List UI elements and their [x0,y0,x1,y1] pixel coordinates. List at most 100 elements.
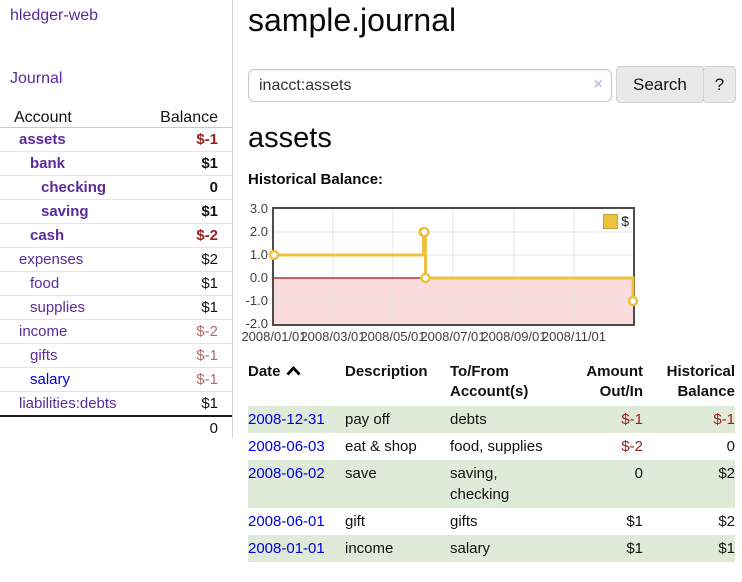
account-link-income[interactable]: income [19,323,68,340]
chart-legend: $ [603,213,629,229]
account-link-checking[interactable]: checking [41,179,107,196]
balance-cell: $-1 [713,411,735,428]
account-heading: assets [248,122,332,154]
amount-cell: $-1 [621,411,643,428]
date-link[interactable]: 2008-06-03 [248,438,325,455]
x-axis-tick-label: 2008/03/01 [300,329,366,344]
accounts-total: 0 [0,415,232,440]
account-link-gifts[interactable]: gifts [30,347,58,364]
clear-search-icon[interactable]: × [593,76,603,93]
account-link-bank[interactable]: bank [30,155,66,172]
account-row: liabilities:debts $1 [0,392,232,415]
table-row: 2008-06-02 save saving, checking 0 $2 [248,460,735,508]
account-row: salary $-1 [0,368,232,392]
help-button[interactable]: ? [703,66,736,103]
y-axis-tick-label: -2.0 [245,316,268,331]
register-header: Date Description To/From Account(s) Amount Ou… [248,360,735,406]
description-cell: income [345,540,394,557]
balance-cell: 0 [726,438,735,455]
chart-canvas [268,209,639,324]
description-cell: save [345,465,377,482]
account-rows: assets $-1 bank $1 checking 0 saving $1 cash $-2 e… [0,128,232,415]
amount-cell: $1 [626,540,643,557]
accounts-table-header: Account Balance [0,102,232,128]
accounts-cell: debts [450,411,487,428]
account-link-supplies[interactable]: supplies [30,299,86,316]
date-cell: 2008-12-31 [248,406,345,433]
date-cell: 2008-06-02 [248,460,345,508]
account-balance: $1 [201,395,218,412]
search-box: × [248,69,612,102]
date-link[interactable]: 2008-01-01 [248,540,325,557]
table-row: 2008-12-31 pay off debts $-1 $-1 [248,406,735,433]
account-link-food[interactable]: food [30,275,60,292]
balance-column-header: Balance [160,109,218,126]
x-axis-tick-label: 2008/11/01 [541,329,607,344]
y-axis-tick-label: 0.0 [249,270,268,285]
date-cell: 2008-06-01 [248,508,345,535]
legend-swatch [603,213,619,229]
brand-link[interactable]: hledger-web [10,7,99,24]
account-link-cash[interactable]: cash [30,227,65,244]
account-row: expenses $2 [0,248,232,272]
sidebar-item-journal[interactable]: Journal [10,70,63,87]
account-balance: $1 [201,299,218,316]
register-table: Date Description To/From Account(s) Amount Ou… [248,360,735,562]
description-cell: eat & shop [345,438,417,455]
account-row: checking 0 [0,176,232,200]
accounts-cell: salary [450,540,491,557]
y-axis-tick-label: 2.0 [249,224,268,239]
page-title: sample.journal [248,2,457,38]
account-link-expenses[interactable]: expenses [19,251,84,268]
account-row: saving $1 [0,200,232,224]
table-row: 2008-06-03 eat & shop food, supplies $-2 0 [248,433,735,460]
column-header-to-from-account-s-: To/From Account(s) [450,363,529,400]
table-row: 2008-01-01 income salary $1 $1 [248,535,735,562]
account-balance: $-1 [196,371,218,388]
account-row: gifts $-1 [0,344,232,368]
date-link[interactable]: 2008-06-02 [248,465,325,482]
x-axis-tick-label: 2008/01/01 [241,329,307,344]
date-cell: 2008-01-01 [248,535,345,562]
accounts-column-header: Account [14,109,72,126]
account-link-saving[interactable]: saving [41,203,89,220]
x-axis-tick-label: 2008/09/01 [481,329,547,344]
account-row: assets $-1 [0,128,232,152]
y-axis-tick-label: 1.0 [249,247,268,262]
account-balance: $-2 [196,323,218,340]
account-balance: $1 [201,203,218,220]
register-body: 2008-12-31 pay off debts $-1 $-1 2008-06-03 ea… [248,406,735,562]
account-balance: $-1 [196,131,218,148]
sort-asc-icon [285,365,301,376]
account-row: bank $1 [0,152,232,176]
amount-cell: 0 [634,465,643,482]
amount-cell: $1 [626,513,643,530]
accounts-cell: saving, checking [450,465,510,503]
account-link-liabilities-debts[interactable]: liabilities:debts [19,395,117,412]
legend-label: $ [621,213,629,229]
search-input[interactable] [248,69,612,102]
y-axis-tick-label: 3.0 [249,201,268,216]
account-link-salary[interactable]: salary [30,371,71,388]
search-button[interactable]: Search [616,66,704,103]
account-row: supplies $1 [0,296,232,320]
account-balance: $1 [201,275,218,292]
account-link-assets[interactable]: assets [19,131,66,148]
date-link[interactable]: 2008-06-01 [248,513,325,530]
chart-plot-area: $ [268,207,639,326]
balance-cell: $2 [718,513,735,530]
date-link[interactable]: 2008-12-31 [248,411,325,428]
account-balance: $1 [201,155,218,172]
balance-cell: $2 [718,465,735,482]
x-axis-tick-label: 2008/07/01 [420,329,486,344]
table-row: 2008-06-01 gift gifts $1 $2 [248,508,735,535]
historical-balance-chart: $ 3.0 2.0 1.0 0.0 -1.0 -2.0 2008/01/01 2008/03/… [240,200,735,348]
account-balance: $-2 [196,227,218,244]
description-cell: pay off [345,411,390,428]
column-header-date[interactable]: Date [248,360,345,406]
y-axis-tick-label: -1.0 [245,293,268,308]
account-balance: $-1 [196,347,218,364]
balance-cell: $1 [718,540,735,557]
amount-cell: $-2 [621,438,643,455]
